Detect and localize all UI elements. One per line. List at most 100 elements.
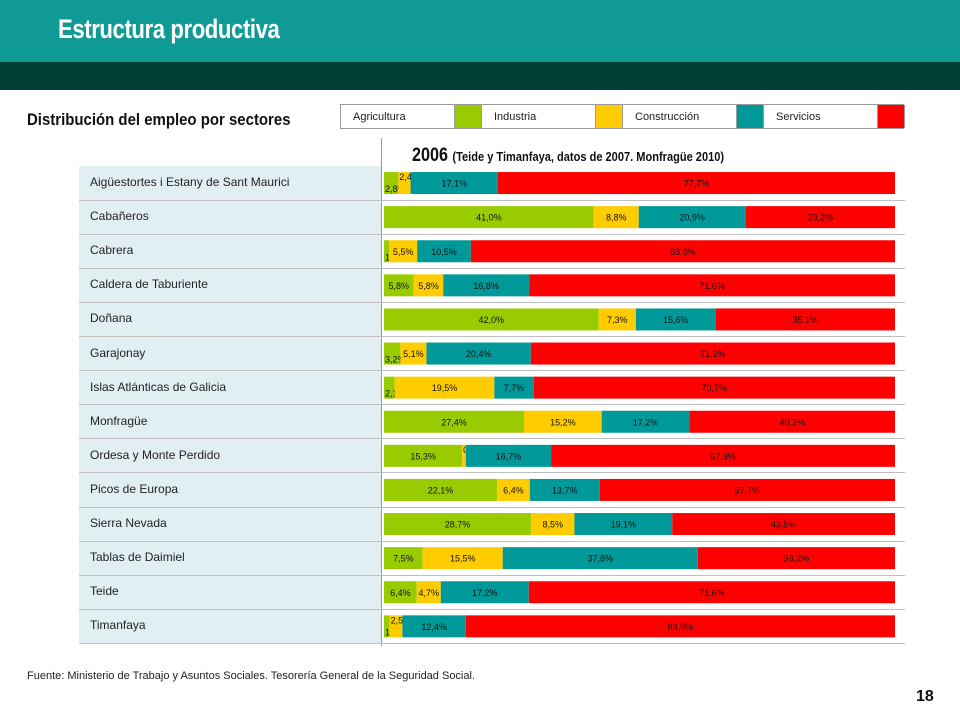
row-separator bbox=[79, 642, 905, 644]
bar-segment-servicios bbox=[470, 240, 895, 263]
row-separator bbox=[79, 336, 905, 337]
bar-segment-servicios bbox=[599, 478, 895, 501]
bar-segment-construcción bbox=[465, 444, 552, 467]
data-label: 7,5% bbox=[393, 554, 414, 564]
bar-segment-industria bbox=[530, 513, 575, 536]
bar-segment-servicios bbox=[551, 444, 895, 467]
category-label: Ordesa y Monte Perdido bbox=[90, 447, 221, 462]
bar-segment-industria bbox=[389, 240, 418, 263]
data-label: 38,2% bbox=[784, 554, 810, 564]
data-label: 57,7% bbox=[735, 485, 761, 495]
legend-label: Construcción bbox=[623, 105, 737, 128]
bar-segment-servicios bbox=[697, 547, 895, 570]
row-separator bbox=[79, 506, 905, 508]
bar-segment-servicios bbox=[745, 206, 895, 229]
bar-segment-industria bbox=[497, 478, 530, 501]
legend-label: Agricultura bbox=[341, 105, 455, 128]
data-label: 2,8% bbox=[385, 184, 406, 194]
data-label: 43,5% bbox=[771, 520, 797, 530]
data-label: 19,1% bbox=[611, 520, 637, 530]
bar-segment-agricultura bbox=[384, 240, 390, 263]
chart-axis-line bbox=[381, 138, 382, 646]
bar-segment-servicios bbox=[530, 342, 895, 365]
bar-segment-construcción bbox=[417, 240, 471, 263]
bar-segment-industria bbox=[413, 274, 444, 297]
bar-segment-servicios bbox=[672, 513, 895, 536]
row-separator bbox=[79, 438, 905, 440]
data-label: 22,1% bbox=[428, 485, 454, 495]
data-label: 20,9% bbox=[679, 213, 705, 223]
bar-segment-industria bbox=[422, 547, 503, 570]
bar-segment-agricultura bbox=[384, 513, 531, 536]
category-label: Cabrera bbox=[90, 243, 134, 258]
data-label: 42,0% bbox=[479, 315, 505, 325]
legend-item-construccion: Construcción bbox=[623, 105, 764, 128]
bar-segment-agricultura bbox=[384, 376, 395, 399]
category-label: Caldera de Taburiente bbox=[90, 277, 208, 292]
category-label: Aigüestortes i Estany de Sant Maurici bbox=[90, 175, 290, 190]
data-label: 6,4% bbox=[503, 485, 524, 495]
page-number: 18 bbox=[916, 688, 934, 705]
bar-segment-industria bbox=[598, 308, 636, 331]
legend-swatch bbox=[878, 105, 905, 128]
category-label: Garajonay bbox=[90, 345, 146, 360]
data-label: 15,3% bbox=[410, 451, 436, 461]
category-label: Monfragüe bbox=[90, 413, 148, 428]
bar-segment-servicios bbox=[497, 172, 895, 195]
data-label: 37,8% bbox=[588, 554, 614, 564]
bar-segment-servicios bbox=[715, 308, 895, 331]
legend-swatch bbox=[455, 105, 482, 128]
legend: Agricultura Industria Construcción Servi… bbox=[340, 104, 905, 129]
data-label: 71,6% bbox=[699, 281, 725, 291]
legend-label: Servicios bbox=[764, 105, 878, 128]
bar-segment-industria bbox=[394, 376, 495, 399]
bar-segment-industria bbox=[462, 444, 466, 467]
data-label: 5,8% bbox=[389, 281, 410, 291]
data-label: 77,7% bbox=[684, 179, 710, 189]
data-label: 4,7% bbox=[418, 588, 439, 598]
bar-segment-agricultura bbox=[384, 581, 417, 604]
bar-segment-construcción bbox=[426, 342, 531, 365]
section-subtitle: Distribución del empleo por sectores bbox=[27, 110, 291, 129]
bar-segment-agricultura bbox=[384, 615, 390, 638]
legend-swatch bbox=[596, 105, 623, 128]
chart-title: 2006 (Teide y Timanfaya, datos de 2007. … bbox=[412, 145, 724, 167]
data-label: 35,1% bbox=[793, 315, 819, 325]
data-label: 17,2% bbox=[633, 417, 659, 427]
bar-segment-servicios bbox=[528, 581, 895, 604]
bar-segment-construcción bbox=[410, 172, 498, 195]
category-label: Tablas de Daimiel bbox=[90, 550, 185, 565]
row-separator bbox=[79, 540, 905, 542]
header-accent-bar bbox=[0, 62, 960, 90]
data-label: 67,3% bbox=[710, 451, 736, 461]
legend-item-servicios: Servicios bbox=[764, 105, 905, 128]
row-separator bbox=[79, 199, 905, 201]
data-label: 19,5% bbox=[432, 383, 458, 393]
header-bar bbox=[0, 0, 960, 62]
data-label: 83,0% bbox=[670, 247, 696, 257]
data-label: 17,2% bbox=[472, 588, 498, 598]
bar-segment-industria bbox=[593, 206, 639, 229]
data-label: 16,7% bbox=[496, 451, 522, 461]
data-label: 17,1% bbox=[441, 179, 467, 189]
bar-segment-construcción bbox=[443, 274, 530, 297]
bar-segment-industria bbox=[416, 581, 441, 604]
bar-segment-agricultura bbox=[384, 308, 599, 331]
data-label: 41,0% bbox=[476, 213, 502, 223]
bar-segment-construcción bbox=[601, 410, 690, 433]
row-separator bbox=[79, 472, 905, 474]
data-label: 27,4% bbox=[441, 417, 467, 427]
data-label: 16,8% bbox=[473, 281, 499, 291]
data-label: 40,2% bbox=[780, 417, 806, 427]
bar-segment-servicios bbox=[529, 274, 895, 297]
category-label: Sierra Nevada bbox=[90, 516, 167, 531]
bar-segment-servicios bbox=[533, 376, 895, 399]
row-separator bbox=[79, 301, 905, 303]
row-separator bbox=[79, 608, 905, 610]
category-label: Cabañeros bbox=[90, 209, 149, 224]
bar-segment-agricultura bbox=[384, 444, 463, 467]
bar-segment-agricultura bbox=[384, 342, 401, 365]
legend-item-industria: Industria bbox=[482, 105, 623, 128]
data-label: 7,7% bbox=[504, 383, 525, 393]
